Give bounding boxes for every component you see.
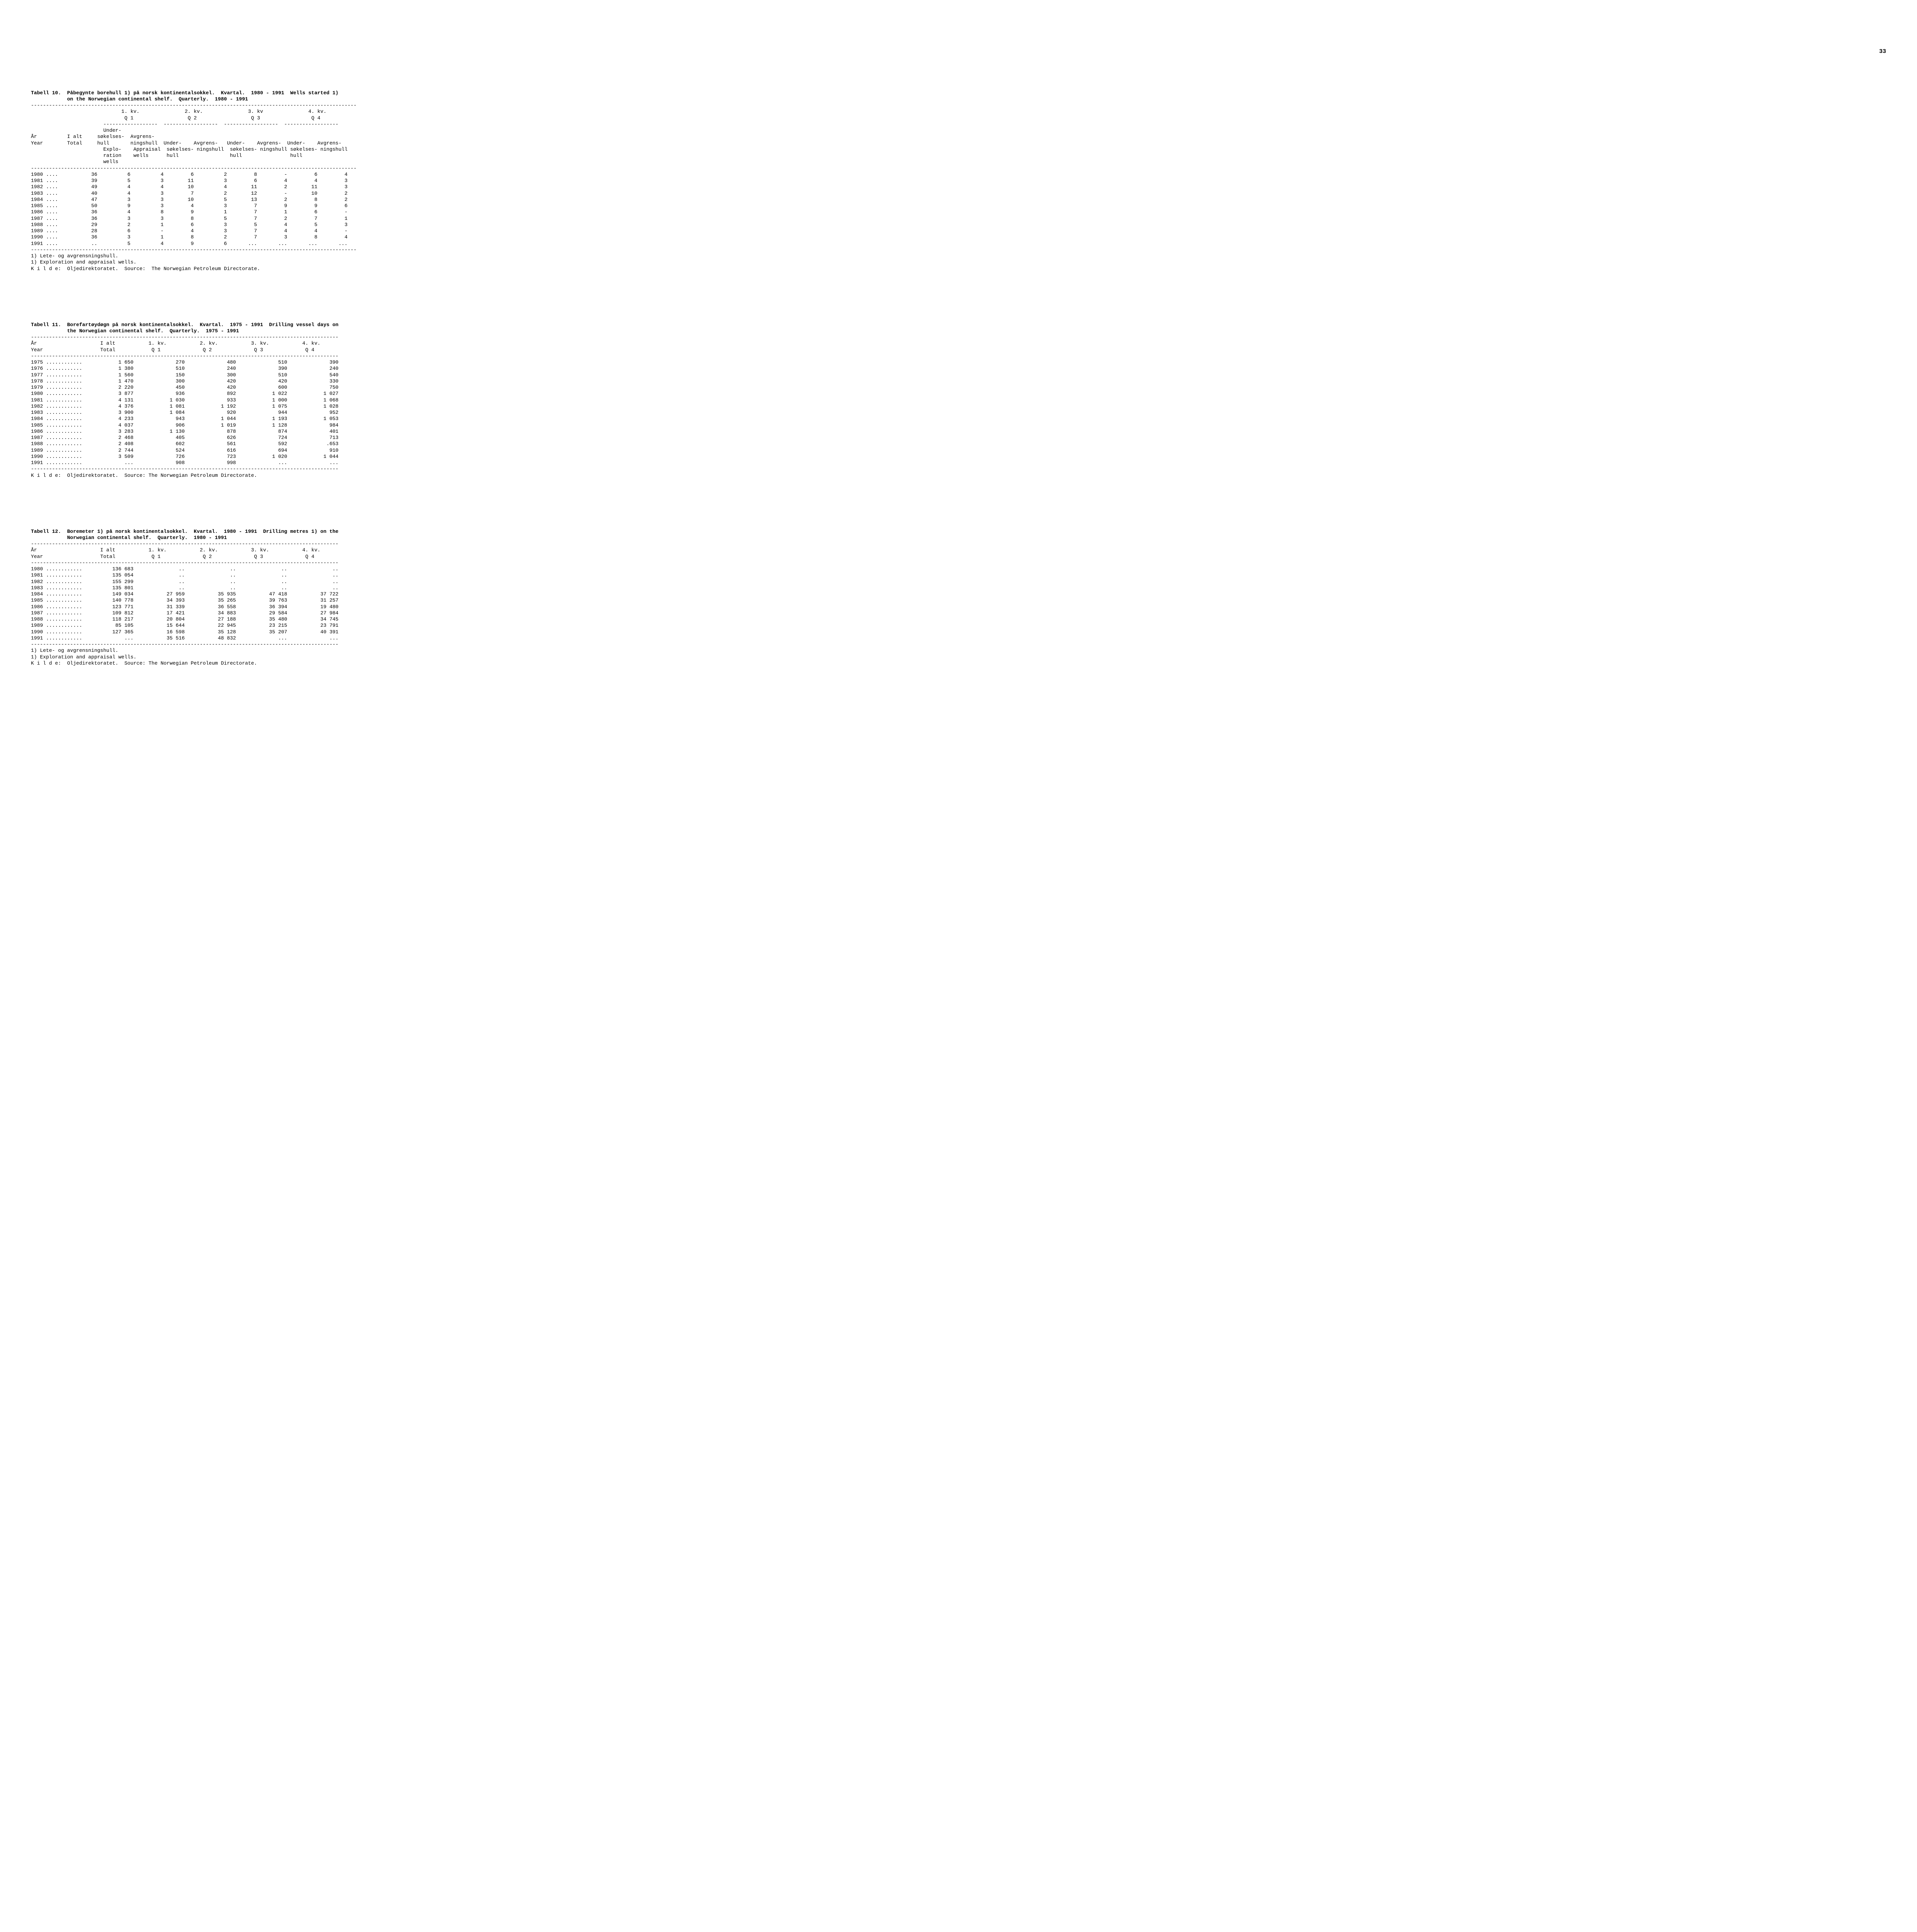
table-12-title: Tabell 12. Boremeter 1) på norsk kontine… xyxy=(31,529,339,541)
table-10-header-dash: ------------------ ------------------ --… xyxy=(31,121,339,127)
table-10-footnotes: 1) Lete- og avgrensningshull. 1) Explora… xyxy=(31,253,260,272)
table-12-header-row: År I alt 1. kv. 2. kv. 3. kv. 4. kv. Yea… xyxy=(31,547,320,559)
table-12-body: 1980 ............ 136 683 .. .. .. .. 19… xyxy=(31,566,339,641)
table-12-rule-top: ----------------------------------------… xyxy=(31,541,339,547)
table-10: Tabell 10. Påbegynte borehull 1) på nors… xyxy=(31,83,1886,272)
table-10-title: Tabell 10. Påbegynte borehull 1) på nors… xyxy=(31,90,339,102)
table-10-header-grp1: 1. kv. 2. kv. 3. kv 4. kv. xyxy=(31,109,327,114)
table-10-rule-mid: ----------------------------------------… xyxy=(31,165,357,171)
table-10-header-grp2: Q 1 Q 2 Q 3 Q 4 xyxy=(31,115,320,121)
table-12-rule-bot: ----------------------------------------… xyxy=(31,641,339,647)
table-12-rule-mid: ----------------------------------------… xyxy=(31,560,339,566)
table-11-header-row: År I alt 1. kv. 2. kv. 3. kv. 4. kv. Yea… xyxy=(31,340,320,352)
table-11: Tabell 11. Borefartøydøgn på norsk konti… xyxy=(31,315,1886,479)
table-11-footnotes: K i l d e: Oljedirektoratet. Source: The… xyxy=(31,473,257,478)
table-10-rule-top: ----------------------------------------… xyxy=(31,102,357,108)
table-12: Tabell 12. Boremeter 1) på norsk kontine… xyxy=(31,522,1886,667)
table-11-rule-mid: ----------------------------------------… xyxy=(31,353,339,359)
table-10-header-row: Under- År I alt søkelses- Avgrens- Year … xyxy=(31,128,347,165)
table-10-body: 1980 .... 36 6 4 6 2 8 - 6 4 1981 .... 3… xyxy=(31,172,347,247)
page-number: 33 xyxy=(31,48,1886,56)
table-11-title: Tabell 11. Borefartøydøgn på norsk konti… xyxy=(31,322,339,334)
table-11-body: 1975 ............ 1 650 270 480 510 390 … xyxy=(31,359,339,466)
table-10-rule-bot: ----------------------------------------… xyxy=(31,247,357,253)
table-11-rule-bot: ----------------------------------------… xyxy=(31,466,339,472)
table-12-footnotes: 1) Lete- og avgrensningshull. 1) Explora… xyxy=(31,648,257,666)
table-11-rule-top: ----------------------------------------… xyxy=(31,334,339,340)
